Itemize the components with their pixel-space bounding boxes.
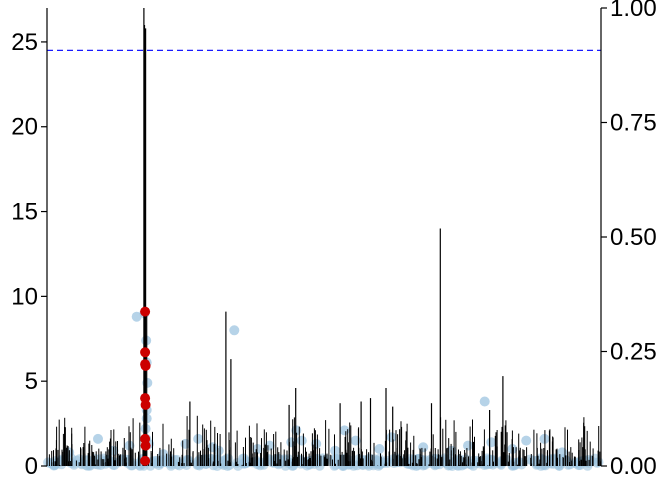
data-point [131,311,142,322]
right-tick-label: 0.00 [610,453,657,480]
background-point [216,458,227,469]
data-point [330,445,341,456]
highlight-point [140,455,151,466]
highlight-point [140,399,151,410]
highlight-point [140,347,151,358]
right-tick-label: 0.75 [610,110,657,137]
data-point [386,432,397,443]
highlight-point [140,360,151,371]
data-point [311,438,322,449]
right-tick-label: 0.50 [610,224,657,251]
data-point [463,440,473,451]
left-tick-label: 20 [11,114,38,141]
data-point [193,433,204,444]
highlight-point [140,440,151,451]
data-point [339,425,350,436]
data-point [93,433,103,444]
left-tick-label: 5 [25,368,38,395]
right-tick-label: 1.00 [610,0,657,22]
right-tick-label: 0.25 [610,339,657,366]
data-point [296,435,307,446]
background-point [374,453,385,464]
left-tick-label: 25 [11,29,38,56]
left-tick-label: 15 [11,199,38,226]
data-point [264,440,275,451]
data-point [479,396,490,407]
left-tick-label: 10 [11,283,38,310]
data-point [374,444,385,454]
data-point [213,445,224,456]
data-point [521,435,532,446]
data-point [486,437,497,448]
highlight-point [140,306,151,317]
left-tick-label: 0 [25,453,38,480]
data-point [229,325,240,336]
